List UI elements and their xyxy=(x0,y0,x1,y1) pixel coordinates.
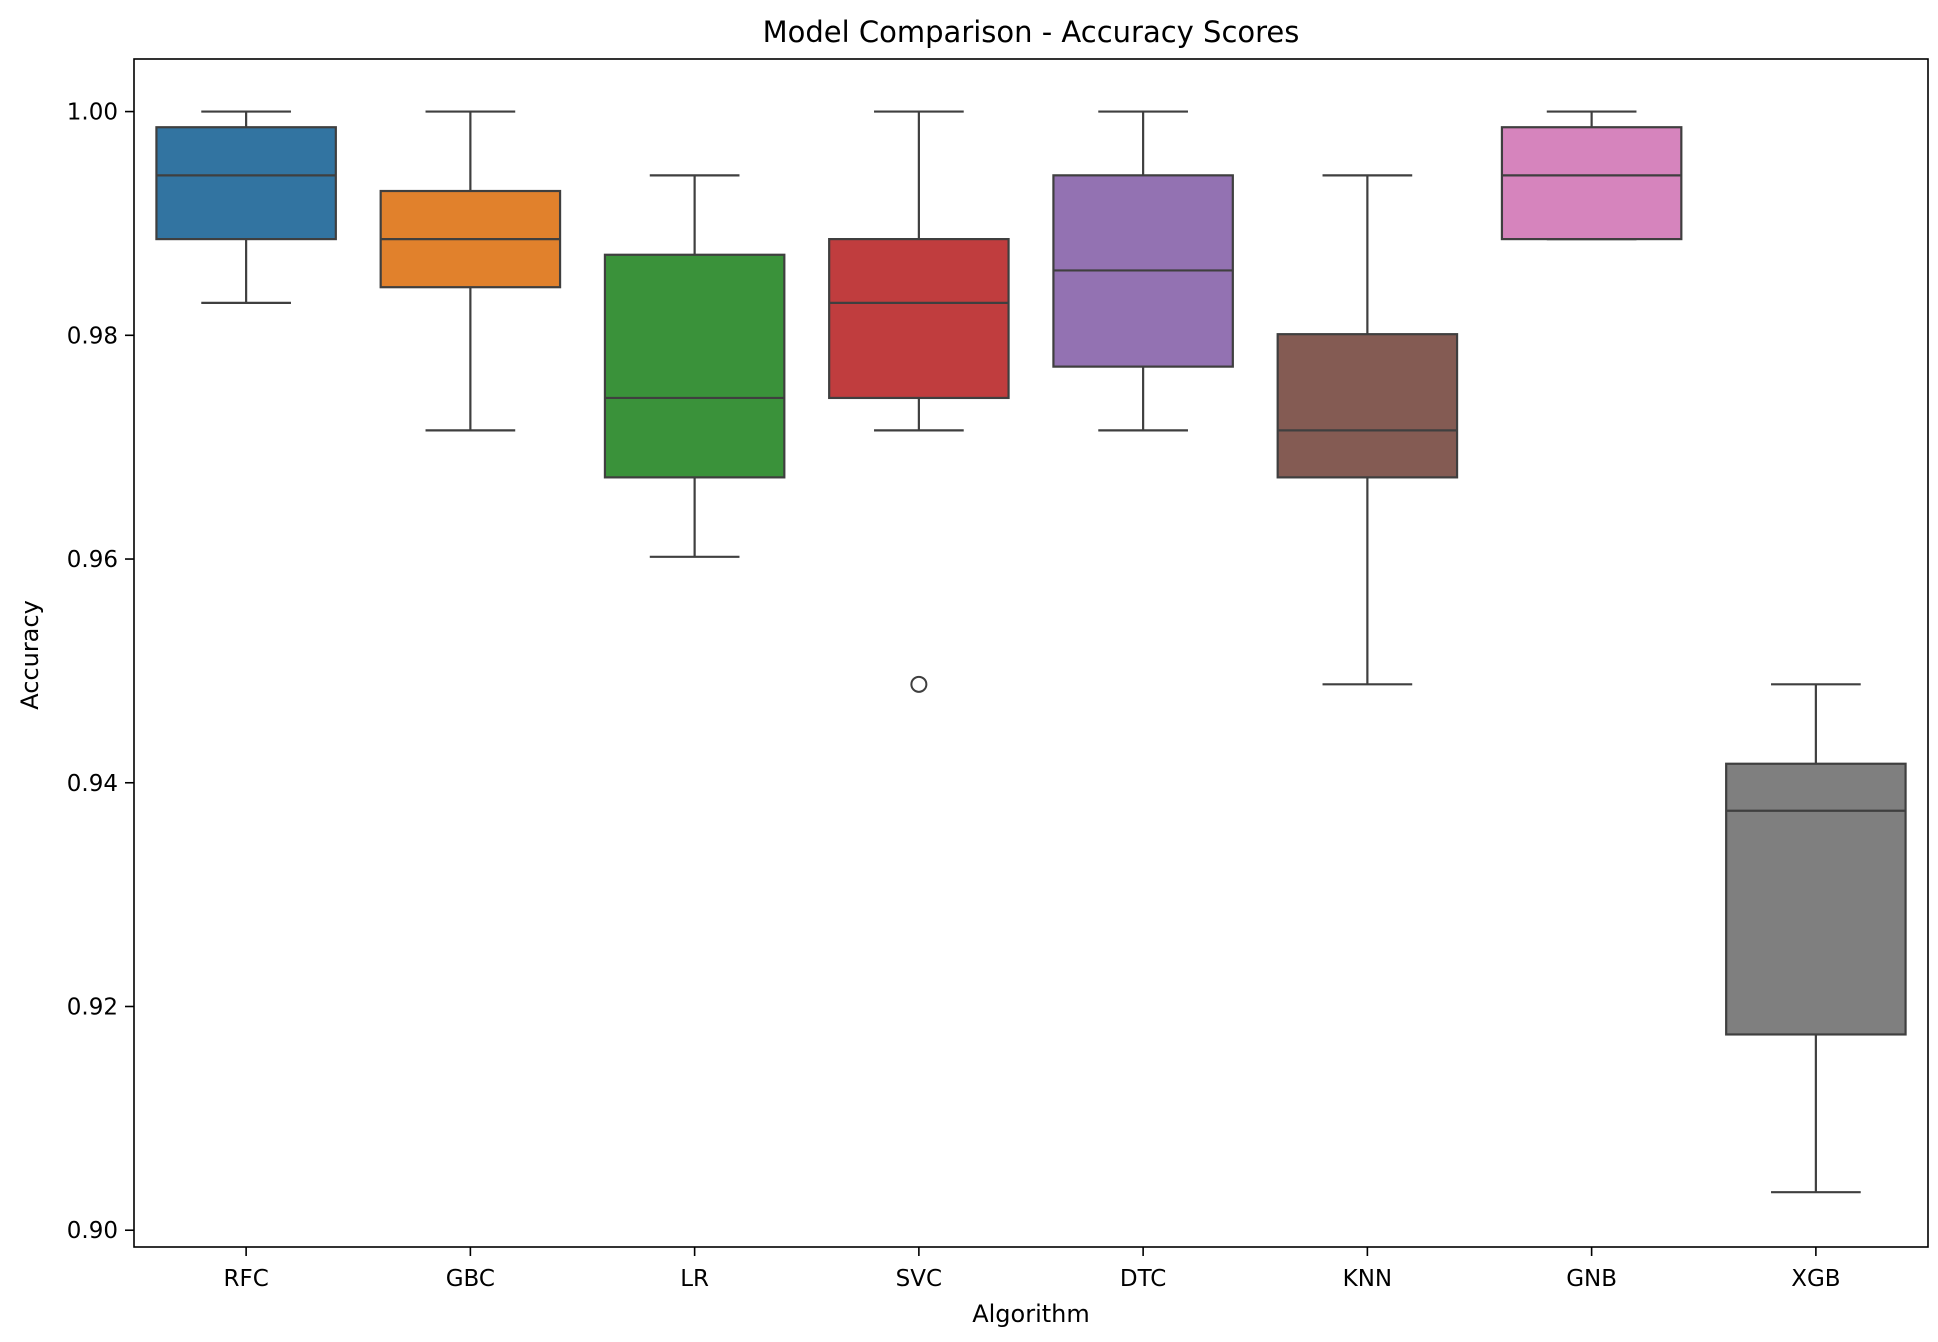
x-tick-label-rfc: RFC xyxy=(223,1266,268,1292)
box-body-xgb xyxy=(1725,762,1907,1036)
y-tick-label-3: 0.96 xyxy=(67,547,118,573)
y-tick-label-0: 0.90 xyxy=(67,1218,118,1244)
box-gbc xyxy=(379,110,562,432)
y-tick-label-2: 0.94 xyxy=(67,771,118,797)
plot-area xyxy=(155,110,1907,1194)
box-rfc xyxy=(155,110,337,304)
box-body-gnb xyxy=(1500,126,1683,241)
x-axis-label: Algorithm xyxy=(972,1300,1090,1328)
box-dtc xyxy=(1052,110,1234,432)
box-gnb xyxy=(1500,110,1683,241)
x-tick-label-svc: SVC xyxy=(896,1266,942,1292)
box-body-svc xyxy=(828,238,1010,400)
y-tick-label-4: 0.98 xyxy=(67,323,118,349)
y-tick-label-5: 1.00 xyxy=(67,100,118,126)
box-knn xyxy=(1276,174,1459,686)
box-body-lr xyxy=(603,253,786,479)
outlier-svc-0 xyxy=(910,675,928,693)
x-tick-label-gbc: GBC xyxy=(446,1266,495,1292)
box-lr xyxy=(603,174,786,558)
box-xgb xyxy=(1725,683,1907,1194)
box-body-rfc xyxy=(155,126,337,241)
y-axis-label: Accuracy xyxy=(16,600,44,710)
y-tick-label-1: 0.92 xyxy=(67,994,118,1020)
x-tick-label-gnb: GNB xyxy=(1566,1266,1617,1292)
x-tick-label-dtc: DTC xyxy=(1120,1266,1166,1292)
box-svc xyxy=(828,110,1010,693)
x-tick-label-knn: KNN xyxy=(1343,1266,1393,1292)
chart-title: Model Comparison - Accuracy Scores xyxy=(763,15,1300,49)
axes: 0.90 0.92 0.94 0.96 0.98 1.00 RFC GBC LR SVC DTC KN… xyxy=(67,100,1841,1292)
plot-frame xyxy=(133,58,1929,1248)
x-tick-label-xgb: XGB xyxy=(1791,1266,1840,1292)
x-tick-label-lr: LR xyxy=(680,1266,709,1292)
box-body-knn xyxy=(1276,333,1459,479)
